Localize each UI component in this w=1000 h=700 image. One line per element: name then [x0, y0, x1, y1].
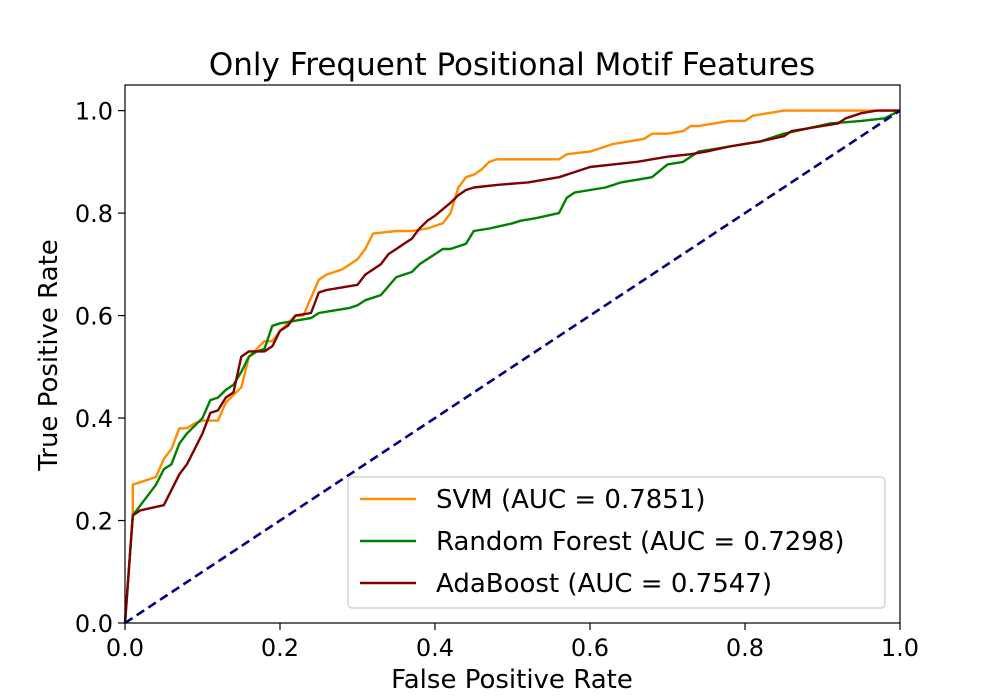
x-tick-label: 0.4 — [416, 634, 454, 662]
x-tick-label: 0.0 — [106, 634, 144, 662]
axis-ticks: 0.0 0.2 0.4 0.6 0.8 1.0 0.0 0.2 0.4 0.6 0.8 1.0 — [75, 98, 919, 662]
legend-entry-label: Random Forest (AUC = 0.7298) — [436, 527, 845, 557]
y-tick-label: 1.0 — [75, 98, 113, 126]
y-tick-label: 0.4 — [75, 405, 113, 433]
series-line-adaboost — [123, 109, 900, 624]
y-axis-label: True Positive Rate — [34, 239, 64, 472]
y-tick-label: 0.2 — [75, 508, 113, 536]
series-line-svm — [123, 109, 900, 624]
legend-entry-label: AdaBoost (AUC = 0.7547) — [436, 569, 772, 599]
plot-area — [123, 84, 901, 625]
x-tick-label: 0.2 — [261, 634, 299, 662]
chart-title: Only Frequent Positional Motif Features — [209, 47, 815, 83]
x-tick-label: 0.8 — [726, 634, 764, 662]
x-tick-label: 0.6 — [571, 634, 609, 662]
y-tick-label: 0.0 — [75, 610, 113, 638]
x-axis-label: False Positive Rate — [391, 665, 633, 695]
x-tick-label: 1.0 — [881, 634, 919, 662]
legend-box — [347, 476, 886, 609]
legend: SVM (AUC = 0.7851) Random Forest (AUC = 0… — [347, 476, 886, 609]
y-tick-label: 0.6 — [75, 303, 113, 331]
legend-entry-label: SVM (AUC = 0.7851) — [436, 485, 706, 515]
plot-frame — [124, 84, 901, 624]
y-tick-label: 0.8 — [75, 200, 113, 228]
reference-diagonal-line — [124, 109, 901, 625]
